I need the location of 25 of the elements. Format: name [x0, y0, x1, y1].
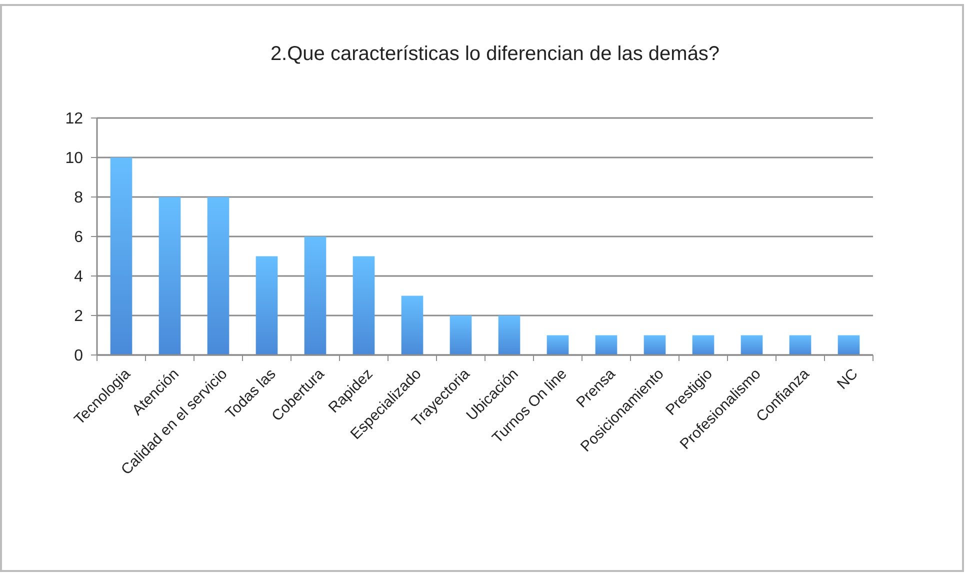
y-tick-label: 10 [65, 150, 84, 168]
bar [401, 296, 424, 355]
x-tick-label: NC [834, 365, 862, 393]
y-tick-label: 8 [74, 190, 84, 207]
y-tick-label: 4 [74, 268, 84, 286]
bar [740, 335, 763, 355]
bar [692, 335, 714, 355]
bar [256, 256, 278, 355]
bar [450, 316, 472, 355]
bar [644, 335, 666, 355]
bar [498, 316, 520, 355]
bar [546, 335, 569, 355]
y-tick-label: 0 [74, 348, 84, 365]
chart-title: 2.Que características lo diferencian de las demás? [270, 43, 720, 65]
bar [110, 158, 132, 355]
bar [595, 335, 618, 355]
bar [352, 256, 375, 355]
bar [838, 335, 860, 355]
y-tick-label: 6 [74, 229, 84, 246]
y-tick-label: 12 [65, 110, 84, 128]
bar [158, 197, 181, 355]
bar [789, 335, 812, 355]
bar [207, 197, 230, 355]
bar [304, 236, 326, 355]
y-tick-label: 2 [74, 308, 84, 326]
